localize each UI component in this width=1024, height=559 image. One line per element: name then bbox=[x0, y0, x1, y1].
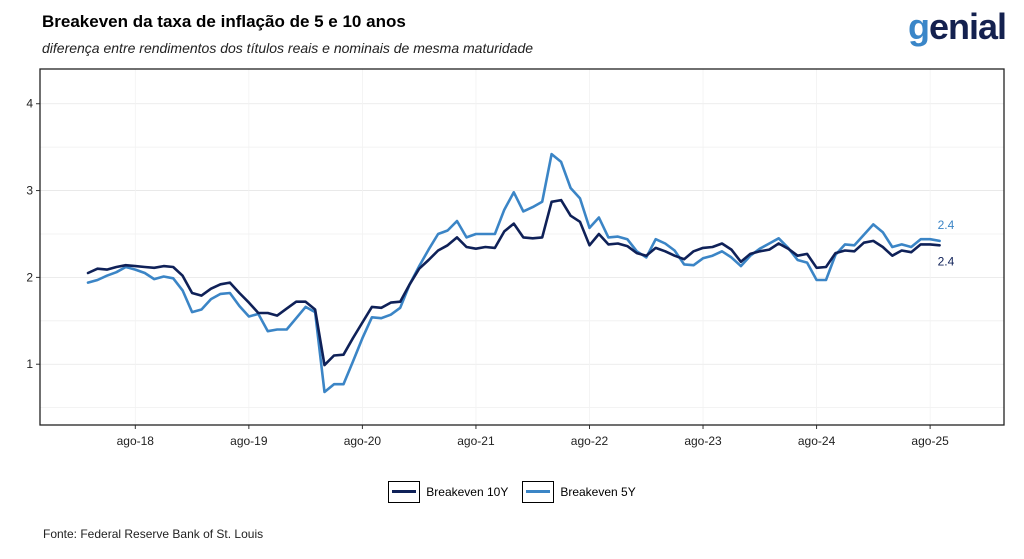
legend-label-5y: Breakeven 5Y bbox=[560, 485, 636, 499]
end-label-5y: 2.4 bbox=[938, 218, 955, 232]
legend-swatch-10y bbox=[392, 490, 417, 493]
x-tick-label: ago-24 bbox=[798, 434, 836, 448]
x-tick-label: ago-18 bbox=[117, 434, 155, 448]
y-tick-label: 4 bbox=[26, 97, 33, 111]
panel-border bbox=[39, 68, 1005, 426]
chart-subtitle: diferença entre rendimentos dos títulos … bbox=[42, 40, 534, 56]
legend-label-10y: Breakeven 10Y bbox=[426, 485, 509, 499]
y-tick-label: 1 bbox=[26, 357, 33, 371]
y-tick-label: 2 bbox=[26, 270, 33, 284]
source-note: Fonte: Federal Reserve Bank of St. Louis bbox=[43, 527, 264, 541]
x-tick-label: ago-22 bbox=[571, 434, 609, 448]
series-line-5y bbox=[86, 152, 941, 394]
x-tick-label: ago-23 bbox=[684, 434, 722, 448]
chart-title: Breakeven da taxa de inflação de 5 e 10 … bbox=[42, 12, 406, 31]
series-line-10y bbox=[86, 198, 941, 367]
legend-swatch-5y bbox=[526, 490, 551, 493]
legend-item-5y: Breakeven 5Y bbox=[522, 481, 636, 503]
legend-key-5y bbox=[522, 481, 555, 503]
y-tick-label: 3 bbox=[26, 184, 33, 198]
x-tick-label: ago-25 bbox=[911, 434, 949, 448]
chart-legend: Breakeven 10Y Breakeven 5Y bbox=[0, 481, 1024, 503]
x-tick-label: ago-21 bbox=[457, 434, 495, 448]
x-tick-label: ago-20 bbox=[344, 434, 382, 448]
end-label-10y: 2.4 bbox=[938, 254, 955, 268]
x-tick-label: ago-19 bbox=[230, 434, 268, 448]
genial-logo: genial bbox=[907, 6, 1007, 47]
legend-item-10y: Breakeven 10Y bbox=[388, 481, 508, 503]
legend-key-10y bbox=[388, 481, 421, 503]
